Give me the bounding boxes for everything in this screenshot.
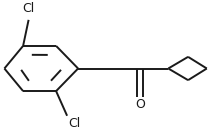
Text: Cl: Cl [22, 2, 35, 15]
Text: O: O [135, 98, 145, 111]
Text: Cl: Cl [69, 118, 81, 130]
